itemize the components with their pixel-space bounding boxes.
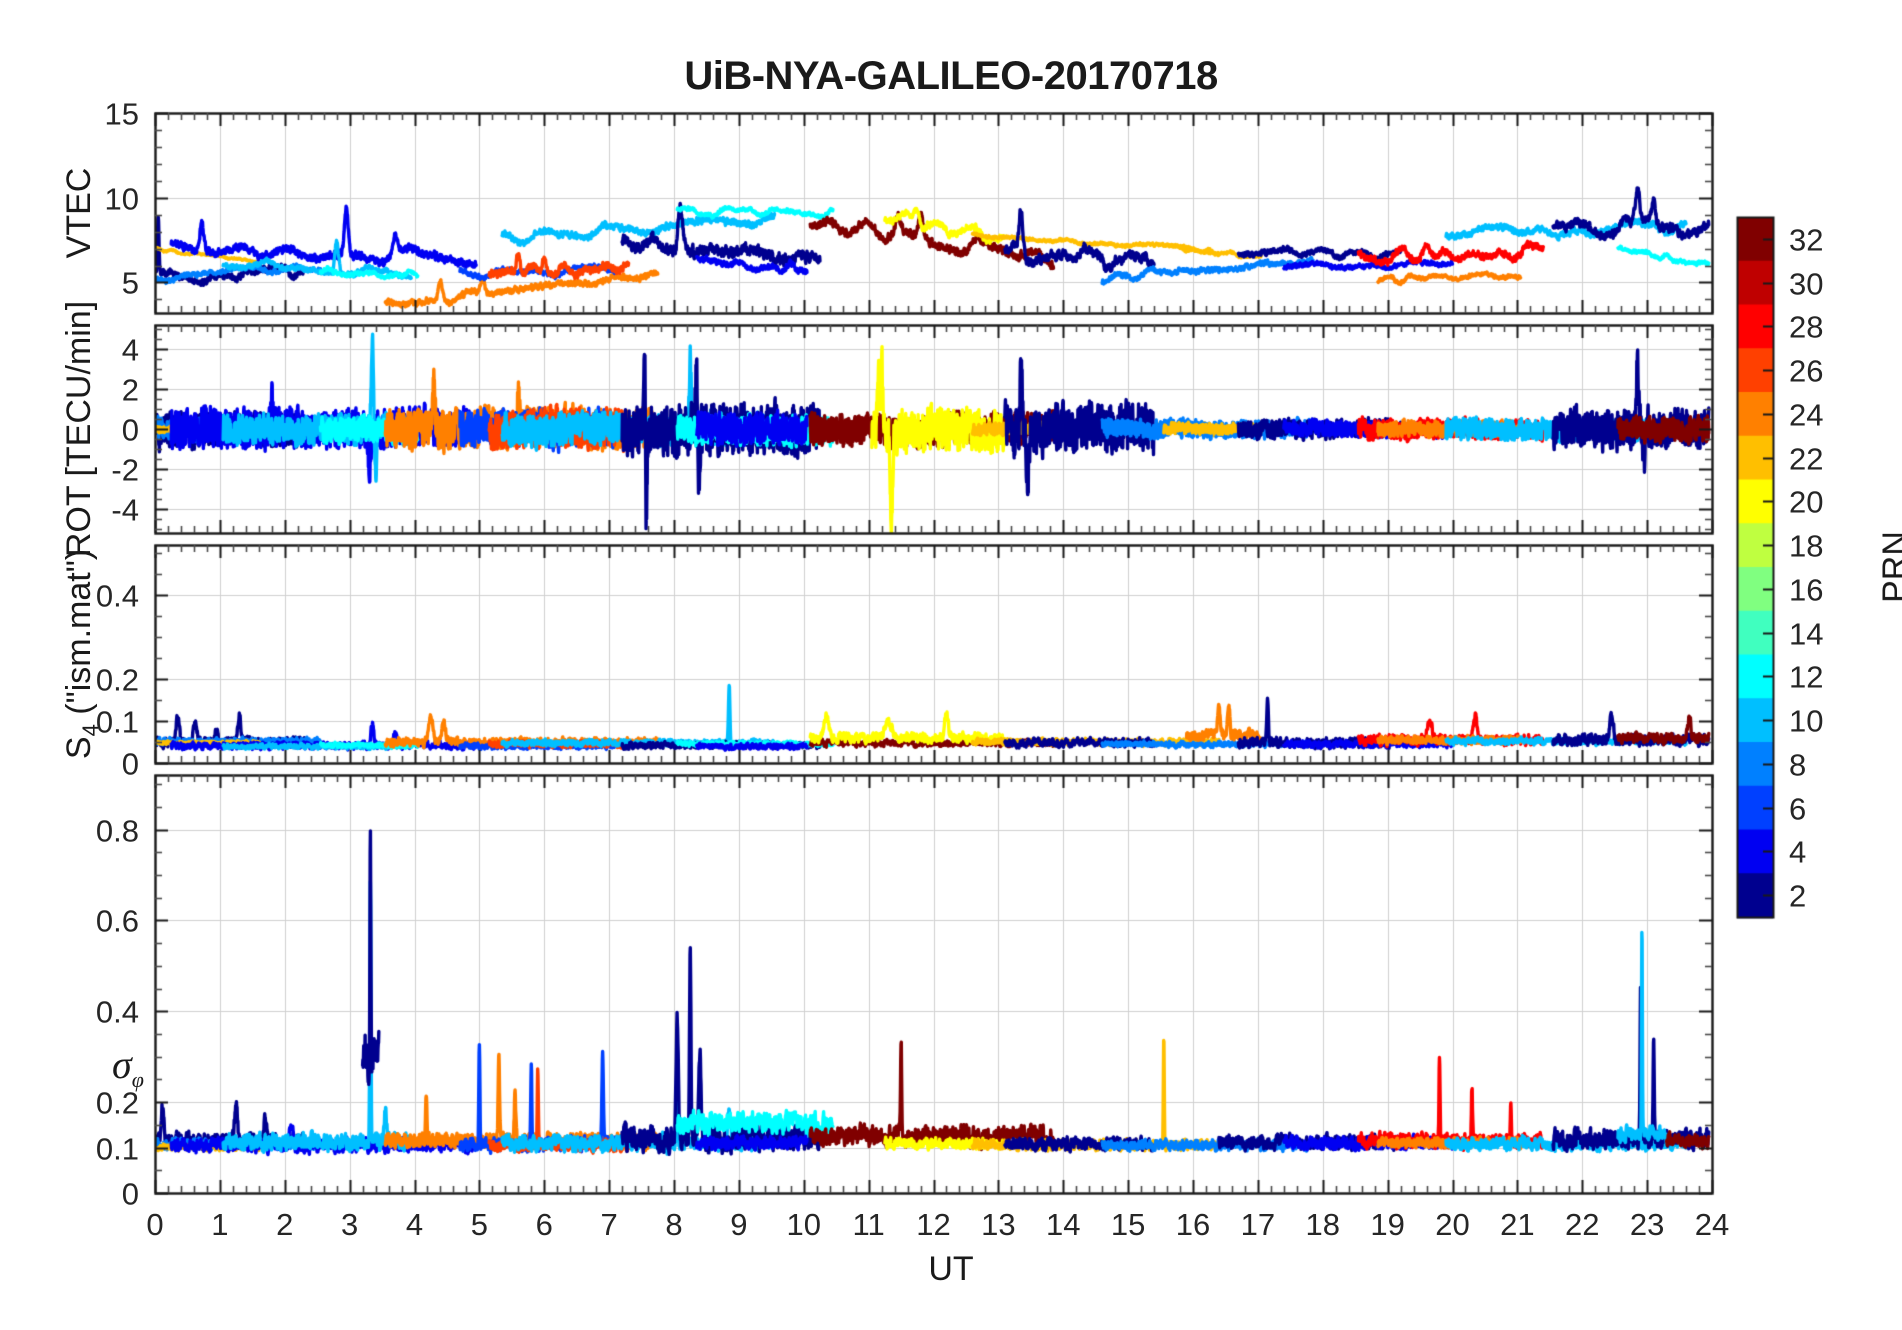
- ytick-label-rot-1: -2: [111, 452, 139, 487]
- xtick-label-19: 19: [1370, 1207, 1405, 1242]
- colorbar-tick-label-1: 4: [1789, 834, 1807, 869]
- xtick-label-3: 3: [341, 1207, 359, 1242]
- colorbar-tick-label-8: 18: [1789, 528, 1824, 563]
- ytick-label-s4-3: 0.4: [95, 578, 139, 613]
- xtick-label-10: 10: [786, 1207, 821, 1242]
- y-axis-label-vtec: VTEC: [60, 167, 98, 259]
- ytick-label-s4-0: 0: [121, 746, 139, 781]
- colorbar-tick-label-3: 8: [1789, 747, 1807, 782]
- colorbar-tick-label-5: 12: [1789, 659, 1824, 694]
- chart-title: UiB-NYA-GALILEO-20170718: [684, 54, 1218, 98]
- ytick-label-rot-0: -4: [111, 492, 139, 527]
- colorbar-tick-label-6: 14: [1789, 616, 1824, 651]
- xtick-label-16: 16: [1175, 1207, 1211, 1242]
- xtick-label-21: 21: [1500, 1207, 1535, 1242]
- colorbar-tick-label-13: 28: [1789, 309, 1824, 344]
- ytick-label-rot-3: 2: [121, 372, 139, 407]
- ytick-label-sigma_phi-4: 0.6: [95, 903, 139, 938]
- ytick-label-s4-2: 0.2: [95, 662, 139, 697]
- xtick-label-20: 20: [1435, 1207, 1470, 1242]
- y-axis-label-s4: S4 ("ism.mat"): [60, 548, 103, 760]
- ytick-label-rot-2: 0: [121, 412, 139, 447]
- xtick-label-8: 8: [665, 1207, 683, 1242]
- xtick-label-24: 24: [1694, 1207, 1730, 1242]
- ytick-label-sigma_phi-1: 0.1: [95, 1131, 139, 1166]
- colorbar-tick-label-4: 10: [1789, 703, 1824, 738]
- xtick-label-0: 0: [146, 1207, 164, 1242]
- xtick-label-12: 12: [916, 1207, 951, 1242]
- colorbar-label: PRN: [1876, 531, 1902, 603]
- colorbar-tick-label-10: 22: [1789, 441, 1824, 476]
- ytick-label-sigma_phi-0: 0: [121, 1176, 139, 1211]
- x-axis-label: UT: [928, 1250, 974, 1288]
- xtick-label-4: 4: [405, 1207, 424, 1242]
- colorbar-tick-label-15: 32: [1789, 222, 1824, 257]
- colorbar-tick-label-14: 30: [1789, 266, 1824, 301]
- colorbar-tick-label-7: 16: [1789, 572, 1824, 607]
- xtick-label-6: 6: [535, 1207, 553, 1242]
- xtick-label-14: 14: [1046, 1207, 1081, 1242]
- xtick-label-5: 5: [470, 1207, 488, 1242]
- xtick-label-23: 23: [1629, 1207, 1665, 1242]
- ytick-label-sigma_phi-2: 0.2: [95, 1085, 139, 1120]
- ytick-label-vtec-2: 15: [104, 96, 139, 131]
- colorbar-tick-label-0: 2: [1789, 878, 1807, 913]
- xtick-label-13: 13: [981, 1207, 1016, 1242]
- ytick-label-s4-1: 0.1: [95, 704, 139, 739]
- colorbar-tick-label-12: 26: [1789, 353, 1824, 388]
- xtick-label-17: 17: [1240, 1207, 1276, 1242]
- xtick-label-22: 22: [1565, 1207, 1600, 1242]
- xtick-label-7: 7: [600, 1207, 618, 1242]
- ytick-label-sigma_phi-3: 0.4: [95, 994, 139, 1029]
- ytick-label-sigma_phi-5: 0.8: [95, 813, 139, 848]
- y-axis-label-sigma-phi: σφ: [112, 1042, 144, 1092]
- xtick-label-1: 1: [211, 1207, 229, 1242]
- xtick-label-2: 2: [276, 1207, 294, 1242]
- ytick-label-vtec-1: 10: [104, 181, 139, 216]
- colorbar-tick-label-9: 20: [1789, 484, 1824, 519]
- colorbar-tick-label-11: 24: [1789, 397, 1824, 432]
- y-axis-label-rot: ROT [TECU/min]: [60, 300, 98, 558]
- colorbar-tick-label-2: 6: [1789, 791, 1807, 826]
- ytick-label-vtec-0: 5: [121, 265, 139, 300]
- xtick-label-11: 11: [852, 1207, 885, 1242]
- ytick-label-rot-4: 4: [121, 332, 139, 367]
- xtick-label-15: 15: [1110, 1207, 1146, 1242]
- xtick-label-18: 18: [1305, 1207, 1340, 1242]
- xtick-label-9: 9: [730, 1207, 748, 1242]
